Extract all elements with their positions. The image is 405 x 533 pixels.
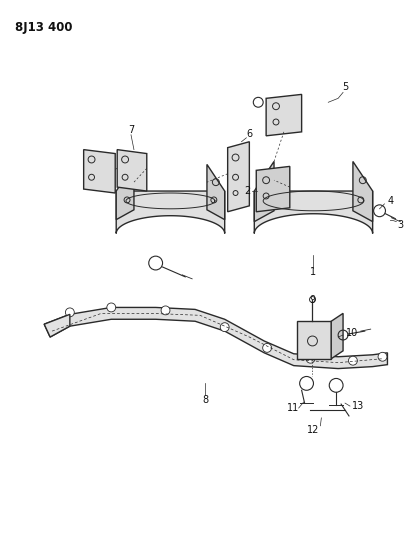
- Polygon shape: [116, 164, 134, 220]
- Text: 12: 12: [307, 425, 319, 435]
- Polygon shape: [44, 314, 70, 337]
- Text: 9: 9: [309, 295, 315, 304]
- Circle shape: [262, 343, 271, 352]
- Polygon shape: [254, 161, 273, 222]
- Text: 3: 3: [396, 220, 402, 230]
- Text: 5: 5: [341, 83, 347, 93]
- Circle shape: [220, 322, 228, 332]
- Text: 4: 4: [386, 196, 392, 206]
- Polygon shape: [256, 166, 289, 212]
- Polygon shape: [296, 321, 330, 359]
- Circle shape: [65, 308, 74, 317]
- Polygon shape: [330, 313, 342, 359]
- Circle shape: [305, 354, 314, 363]
- Circle shape: [161, 306, 170, 315]
- Text: 11: 11: [286, 403, 298, 413]
- Text: 7: 7: [128, 125, 134, 135]
- Text: 1: 1: [310, 267, 316, 277]
- Polygon shape: [227, 142, 249, 212]
- Text: 13: 13: [351, 401, 363, 411]
- Polygon shape: [83, 150, 115, 193]
- Circle shape: [347, 356, 356, 365]
- Polygon shape: [265, 94, 301, 136]
- Polygon shape: [254, 191, 372, 233]
- Circle shape: [377, 352, 386, 361]
- Text: 2: 2: [244, 186, 250, 196]
- Polygon shape: [116, 191, 224, 233]
- Text: 10: 10: [345, 328, 357, 338]
- Polygon shape: [352, 161, 372, 222]
- Text: 8: 8: [201, 395, 207, 405]
- Polygon shape: [207, 164, 224, 220]
- Text: 6: 6: [246, 129, 252, 139]
- Polygon shape: [44, 308, 386, 369]
- Polygon shape: [117, 150, 147, 191]
- Circle shape: [107, 303, 115, 312]
- Text: 8J13 400: 8J13 400: [15, 21, 72, 35]
